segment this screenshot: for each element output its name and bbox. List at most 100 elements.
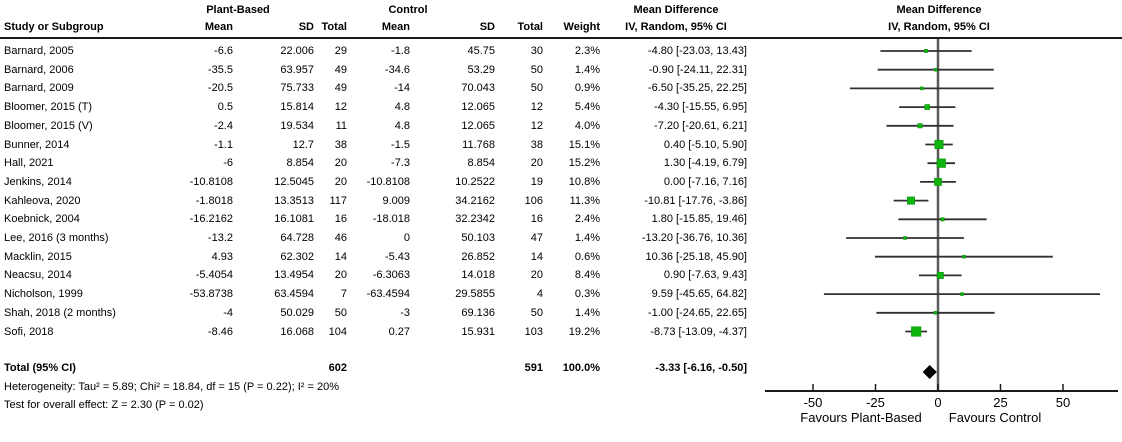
weight: 1.4% [574,306,600,319]
pb-total: 117 [329,194,347,207]
weight: 0.9% [574,82,600,95]
study-name: Barnard, 2006 [4,63,74,76]
pb-mean: -53.8738 [189,288,233,301]
column-header-c-sd: SD [479,21,495,33]
pb-sd: 22.006 [280,45,314,57]
control-sd: 53.29 [467,63,495,76]
effect-marker [924,49,928,53]
control-total: 4 [536,288,543,301]
ci-text: -10.81 [-17.76, -3.86] [644,194,747,207]
pb-sd: 13.3513 [274,194,314,207]
control-sd: 69.136 [461,306,495,319]
pb-mean: -1.1 [214,138,233,151]
pb-sd: 13.4954 [274,269,314,282]
effect-marker [960,292,964,296]
column-header-c-mean: Mean [381,21,410,33]
table-row: Nicholson, 1999 -53.8738 63.4594 7 -63.4594 2… [0,288,1122,301]
control-mean: -14 [394,82,410,95]
effect-marker [934,178,942,186]
pb-sd: 16.068 [280,325,314,338]
pb-mean: 4.93 [211,250,233,263]
control-total: 50 [530,306,543,319]
total-row: Total (95% CI) 602 591 100.0% -3.33 [-6.… [0,362,1122,375]
effect-marker [936,271,944,279]
study-name: Bloomer, 2015 (V) [4,119,93,132]
pb-mean: -8.46 [207,325,233,338]
study-name: Macklin, 2015 [4,250,72,263]
header-divider-line [0,37,1122,39]
study-name: Hall, 2021 [4,157,54,170]
effect-marker [903,236,907,240]
control-sd: 11.768 [462,138,495,151]
pb-total: 46 [334,232,347,244]
control-mean: 0 [403,232,410,244]
effect-text-column-subtitle: IV, Random, 95% CI [625,21,727,33]
favours-left-label: Favours Plant-Based [800,410,921,425]
pb-sd: 16.1081 [274,213,314,226]
effect-marker [924,104,931,110]
control-sd: 26.852 [461,250,495,263]
table-row: Neacsu, 2014 -5.4054 13.4954 20 -6.3063 14.01… [0,269,1122,282]
pb-total: 104 [328,325,347,338]
control-total: 20 [530,157,543,170]
table-row: Jenkins, 2014 -10.8108 12.5045 20 -10.8108 10… [0,176,1122,189]
effect-marker [920,86,924,91]
weight: 11.3% [569,194,600,207]
pb-sd: 19.534 [280,119,314,132]
control-sd: 45.75 [467,45,495,57]
study-name: Barnard, 2009 [4,82,74,95]
control-mean: -18.018 [372,213,410,226]
control-mean: -5.43 [384,250,410,263]
control-total: 103 [524,325,543,338]
control-total: 12 [530,101,543,114]
study-name: Sofi, 2018 [4,325,54,338]
weight: 0.3% [574,288,600,301]
column-header-pb-mean: Mean [204,21,233,33]
control-mean: -34.6 [384,63,410,76]
ci-text: 1.30 [-4.19, 6.79] [663,157,747,170]
weight: 2.3% [574,45,600,57]
pb-total: 38 [334,138,347,151]
pb-total: 16 [334,213,347,226]
control-total: 12 [530,119,543,132]
ci-text: -6.50 [-35.25, 22.25] [647,82,747,95]
total-weight: 100.0% [562,362,600,374]
ci-text: -8.73 [-13.09, -4.37] [650,325,747,338]
pb-total: 14 [334,250,347,263]
weight: 8.4% [574,269,600,282]
favours-right-label: Favours Control [949,410,1042,425]
control-sd: 50.103 [461,232,495,244]
study-name: Lee, 2016 (3 months) [4,232,109,244]
control-total: 47 [530,232,543,244]
pb-sd: 75.733 [280,82,314,95]
table-row: Bunner, 2014 -1.1 12.7 38 -1.5 11.768 38 15.1% 0… [0,139,1122,152]
pb-mean: 0.5 [217,101,233,114]
control-sd: 12.065 [461,101,495,114]
x-axis-tick-label: 0 [934,395,941,410]
pb-total: 49 [334,63,347,76]
study-name: Jenkins, 2014 [4,175,72,188]
table-row: Macklin, 2015 4.93 62.302 14 -5.43 26.852 14 0.… [0,251,1122,264]
pb-mean: -13.2 [207,232,233,244]
pb-mean: -2.4 [214,119,233,132]
control-total: 106 [524,194,543,207]
pb-mean: -6 [223,157,233,170]
control-sd: 29.5855 [455,288,495,301]
table-row: Shah, 2018 (2 months) -4 50.029 50 -3 69.136 5… [0,307,1122,320]
weight: 19.2% [568,325,600,338]
table-row: Barnard, 2009 -20.5 75.733 49 -14 70.043 50 0.9… [0,82,1122,95]
control-mean: -7.3 [391,157,410,170]
weight: 1.4% [574,63,600,76]
pb-sd: 63.957 [280,63,314,76]
column-header-weight: Weight [563,21,600,33]
column-header-pb-total: Total [321,21,347,33]
column-header-study: Study or Subgroup [4,21,104,33]
pb-mean: -4 [223,306,233,319]
column-header-pb-sd: SD [298,21,314,33]
pooled-diamond [922,365,937,379]
pb-sd: 12.7 [292,138,314,151]
weight: 2.4% [574,213,600,226]
control-total: 50 [530,82,543,95]
pb-mean: -1.8018 [195,194,233,207]
